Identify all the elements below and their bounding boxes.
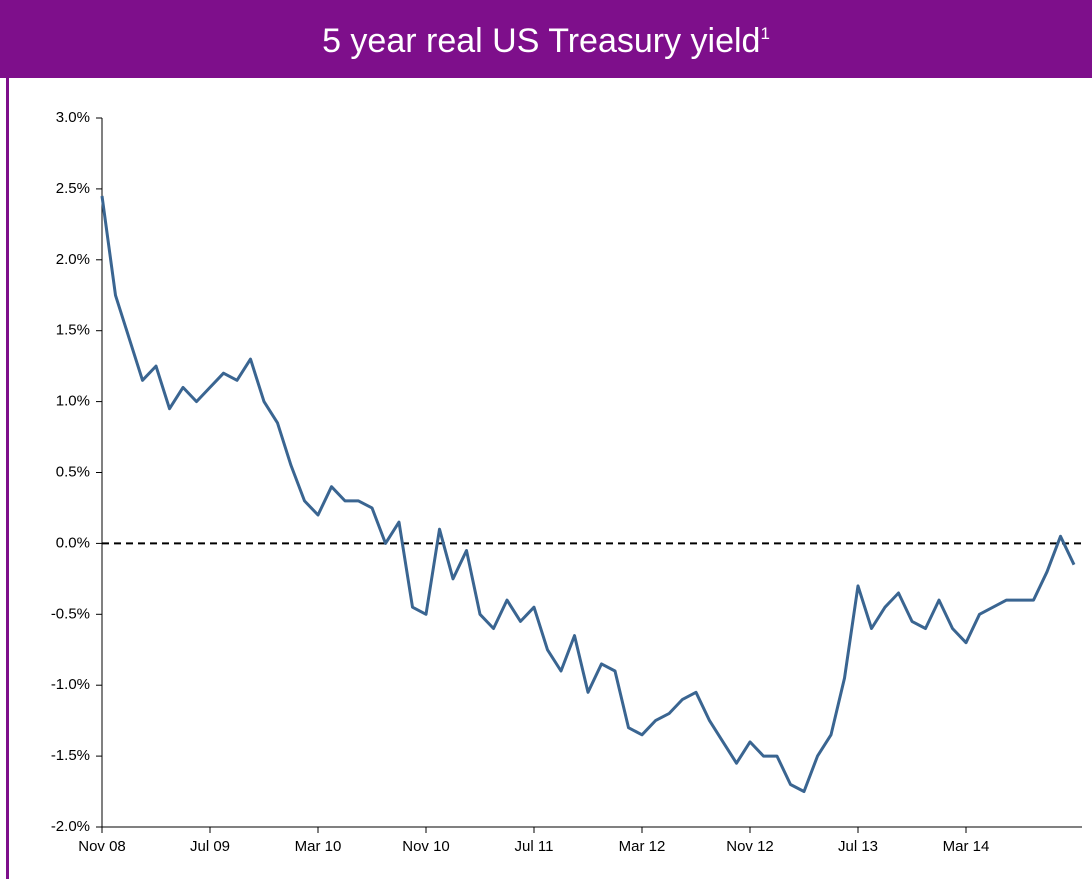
x-tick-label: Jul 09 (190, 838, 230, 855)
title-superscript: 1 (760, 24, 769, 43)
x-tick-label: Jul 11 (515, 838, 554, 855)
y-tick-label: 1.5% (56, 322, 90, 339)
x-tick-label: Mar 14 (943, 838, 990, 855)
data-line (100, 195, 1076, 793)
y-tick-label: -2.0% (51, 818, 90, 835)
x-tick-label: Nov 08 (78, 838, 126, 855)
y-tick-label: 1.0% (56, 393, 90, 410)
title-bar (0, 0, 1092, 78)
x-tick-label: Nov 10 (402, 838, 450, 855)
y-tick-label: -1.0% (51, 676, 90, 693)
x-tick-label: Mar 12 (619, 838, 666, 855)
x-tick-label: Mar 10 (295, 838, 342, 855)
y-tick-label: 3.0% (56, 109, 90, 126)
chart-title: 5 year real US Treasury yield1 (322, 22, 770, 60)
y-tick-label: -1.5% (51, 747, 90, 764)
title-text: 5 year real US Treasury yield (322, 22, 760, 60)
x-tick-label: Nov 12 (726, 838, 774, 855)
y-tick-label: 0.0% (56, 534, 90, 551)
y-tick-label: 2.0% (56, 251, 90, 268)
y-tick-label: 0.5% (56, 463, 90, 480)
y-tick-label: 2.5% (56, 180, 90, 197)
frame-border (6, 78, 9, 879)
x-tick-label: Jul 13 (838, 838, 878, 855)
y-tick-label: -0.5% (51, 605, 90, 622)
